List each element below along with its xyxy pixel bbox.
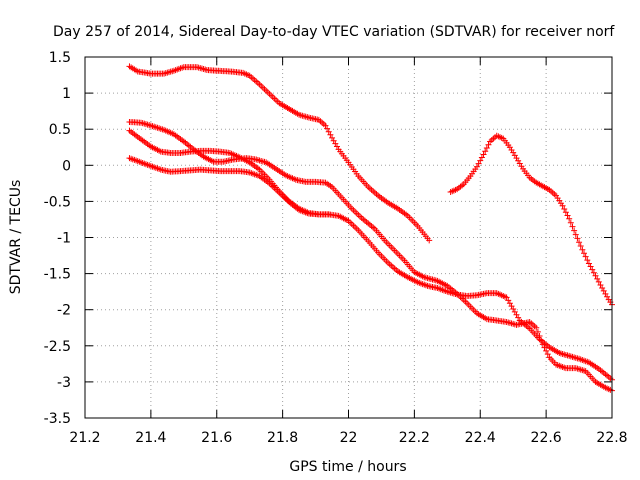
data-point: [582, 253, 589, 260]
y-tick-label: 0.5: [49, 122, 71, 138]
data-point: [574, 235, 581, 242]
chart-title: Day 257 of 2014, Sidereal Day-to-day VTE…: [53, 24, 615, 40]
data-point: [478, 154, 485, 161]
data-point: [589, 266, 596, 273]
data-point: [576, 239, 583, 246]
y-tick-label: -1.5: [44, 267, 71, 283]
data-point: [585, 260, 592, 267]
data-point: [579, 246, 586, 253]
data-point: [544, 351, 551, 358]
y-tick-label: -0.5: [44, 194, 71, 210]
x-tick-label: 22.2: [399, 430, 430, 446]
x-tick-label: 22.6: [531, 430, 562, 446]
data-point: [485, 141, 492, 148]
data-point: [561, 205, 568, 212]
data-point: [322, 122, 329, 129]
data-series: [126, 63, 615, 394]
data-point: [595, 278, 602, 285]
data-point: [584, 257, 591, 264]
series-track-2: [126, 118, 615, 394]
data-point: [577, 242, 584, 249]
data-point: [324, 125, 331, 132]
data-point: [571, 227, 578, 234]
y-tick-label: -3.5: [44, 411, 71, 427]
data-point: [327, 131, 334, 138]
data-point: [483, 144, 490, 151]
x-tick-label: 21.2: [69, 430, 100, 446]
y-axis-label: SDTVAR / TECUs: [8, 180, 24, 295]
data-point: [482, 148, 489, 155]
data-point: [426, 237, 433, 244]
data-point: [567, 219, 574, 226]
data-point: [559, 202, 566, 209]
data-point: [473, 163, 480, 170]
data-point: [477, 157, 484, 164]
series-track-3: [126, 127, 615, 383]
x-tick-label: 21.6: [201, 430, 232, 446]
grid: [85, 57, 612, 418]
x-tick-label: 21.8: [267, 430, 298, 446]
y-tick-label: -1: [57, 231, 71, 247]
x-tick-label: 21.4: [135, 430, 166, 446]
data-point: [587, 263, 594, 270]
x-tick-label: 22.4: [465, 430, 496, 446]
y-tick-label: 1.5: [49, 50, 71, 66]
data-point: [597, 281, 604, 288]
series-track-1: [126, 63, 433, 244]
data-point: [543, 347, 550, 354]
y-tick-label: 0: [62, 158, 71, 174]
data-point: [594, 275, 601, 282]
y-tick-label: -2.5: [44, 339, 71, 355]
data-point: [566, 215, 573, 222]
series-track-4: [126, 155, 332, 218]
y-tick-label: -3: [57, 375, 71, 391]
data-point: [592, 272, 599, 279]
y-tick-label: 1: [62, 86, 71, 102]
x-tick-label: 22.8: [596, 430, 627, 446]
data-point: [581, 250, 588, 257]
x-axis-label: GPS time / hours: [289, 459, 406, 475]
data-point: [325, 128, 332, 135]
data-point: [562, 209, 569, 216]
data-point: [533, 324, 540, 331]
data-point: [325, 211, 332, 218]
data-point: [475, 160, 482, 167]
x-tick-label: 22: [340, 430, 358, 446]
data-point: [590, 269, 597, 276]
data-point: [564, 212, 571, 219]
y-tick-label: -2: [57, 303, 71, 319]
axis-ticks: 21.2 21.4 21.6 21.8 22 22.2 22.4 22.6 22.8 -3.5 -3…: [44, 50, 628, 446]
series-track-5: [447, 132, 615, 308]
data-point: [569, 223, 576, 230]
data-point: [480, 151, 487, 158]
data-point: [572, 231, 579, 238]
